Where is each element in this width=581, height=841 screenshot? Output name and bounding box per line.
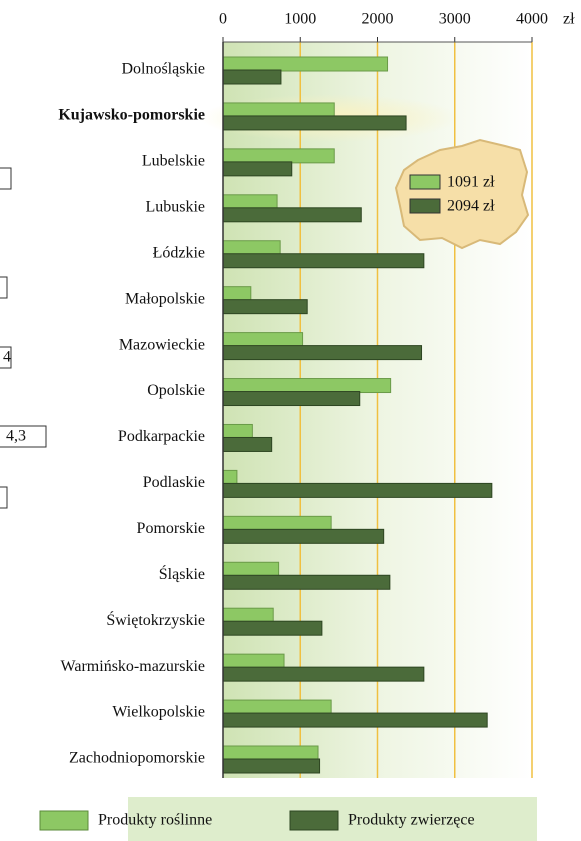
y-tick-label: Mazowieckie (119, 336, 205, 353)
y-tick-label: Małopolskie (125, 290, 205, 307)
legend-swatch (39, 810, 89, 831)
x-tick-label: 4000 (516, 11, 548, 28)
bar (222, 332, 304, 348)
bar (222, 207, 362, 223)
bar (222, 758, 321, 774)
y-tick-label: Lubuskie (145, 198, 205, 215)
bar (222, 253, 425, 269)
bar (222, 240, 281, 256)
legend: Produkty roślinne Produkty zwierzęce (39, 797, 537, 841)
bar (222, 528, 385, 544)
y-tick-label: Opolskie (147, 382, 205, 399)
y-tick-label: Warmińsko-mazurskie (61, 658, 205, 675)
fragment-box (0, 425, 47, 448)
y-tick-label: Śląskie (159, 564, 205, 583)
map-inset: 1091 zł 2094 zł (394, 138, 530, 250)
x-unit: zł (563, 11, 575, 28)
bar (222, 69, 282, 85)
bar (222, 56, 389, 72)
bar (222, 423, 253, 439)
bar (222, 482, 493, 498)
y-tick-label: Podkarpackie (118, 428, 205, 445)
y-tick-label: Pomorskie (137, 520, 205, 537)
x-tick-label: 1000 (284, 11, 316, 28)
bar (222, 515, 332, 531)
bar (222, 345, 423, 361)
inset-swatch (409, 198, 441, 214)
bar (222, 699, 332, 715)
bar (222, 194, 278, 210)
y-tick-label: Lubelskie (142, 153, 205, 170)
y-tick-label: Świętokrzyskie (106, 610, 205, 629)
bar (222, 469, 238, 485)
bar (222, 653, 285, 669)
bar (222, 391, 361, 407)
bar (222, 561, 280, 577)
bar (222, 115, 407, 131)
y-tick-label: Podlaskie (143, 474, 205, 491)
bar (222, 161, 293, 177)
fragment-box (0, 346, 12, 369)
bar (222, 102, 335, 118)
fragment-box (0, 167, 12, 190)
bar (222, 574, 391, 590)
map-shape (394, 138, 530, 250)
inset-swatch (409, 174, 441, 190)
y-tick-label: Kujawsko-pomorskie (58, 107, 205, 124)
plot: 0 1000 2000 3000 4000 zł Dolnośląskie Kujawsko-… (58, 11, 575, 778)
fragment-box (0, 276, 8, 299)
bar (222, 378, 392, 394)
fragment-box (0, 486, 8, 509)
x-tick-label: 3000 (439, 11, 471, 28)
legend-label: Produkty zwierzęce (348, 812, 475, 829)
bar (222, 607, 274, 623)
fragment-text: 4 (3, 349, 11, 366)
bar (222, 620, 323, 636)
bar (222, 436, 273, 452)
bar (222, 148, 335, 164)
bar (222, 299, 308, 315)
bar (222, 745, 319, 761)
fragments: 4 4,3 (0, 167, 47, 509)
x-tick-label: 0 (219, 11, 227, 28)
inset-legend-text: 1091 zł (447, 174, 495, 191)
fragment-text: 4,3 (6, 428, 26, 445)
legend-label: Produkty roślinne (98, 812, 212, 829)
y-tick-label: Dolnośląskie (121, 61, 205, 78)
bar (222, 286, 252, 302)
bar (222, 666, 425, 682)
y-tick-label: Zachodniopomorskie (69, 750, 205, 767)
bar (222, 712, 488, 728)
inset-legend-text: 2094 zł (447, 198, 495, 215)
x-tick-label: 2000 (362, 11, 394, 28)
y-tick-label: Wielkopolskie (112, 704, 205, 721)
legend-swatch (289, 810, 339, 831)
y-tick-label: Łódzkie (153, 244, 205, 261)
